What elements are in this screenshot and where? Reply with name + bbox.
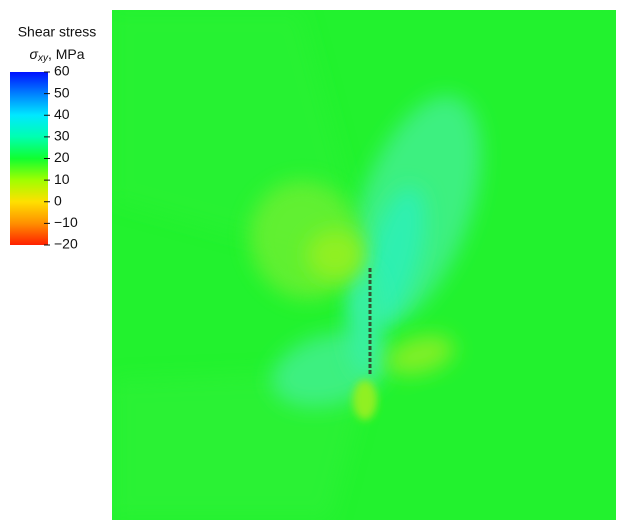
colorbar: 60 50 40 30 20 10 0 −10 −20 [10,63,78,252]
tick-label: 60 [54,63,70,79]
tick-label: −20 [54,236,78,252]
tick-label: −10 [54,214,78,230]
tick-label: 30 [54,128,70,144]
tick-label: 10 [54,171,70,187]
colorbar-label: σxy, MPa [29,46,84,64]
tick-label: 0 [54,192,62,208]
title: Shear stress [18,24,97,40]
tick-label: 20 [54,149,70,165]
stress-field [112,10,616,520]
tick-label: 50 [54,84,70,100]
colorbar-gradient [10,72,48,245]
tick-label: 40 [54,106,70,122]
